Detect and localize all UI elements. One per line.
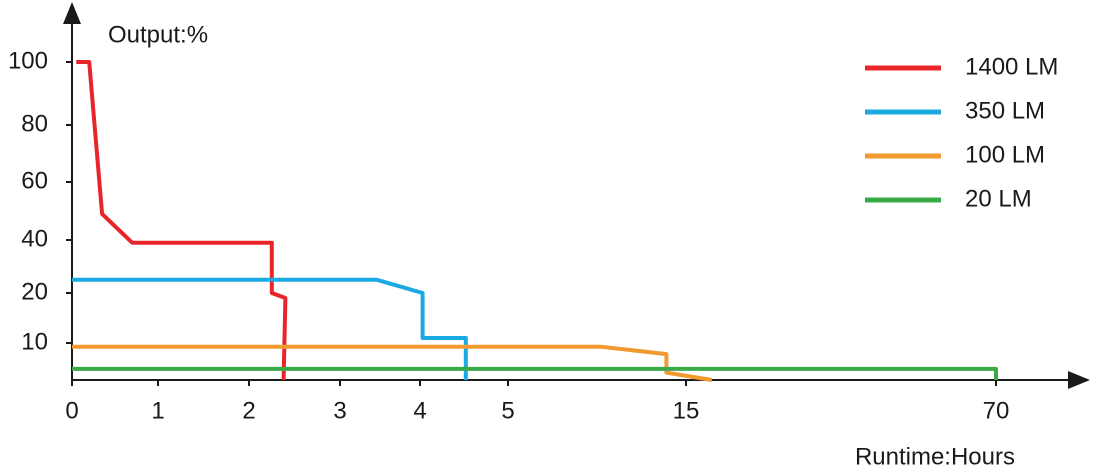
x-axis-label: Runtime:Hours [855, 443, 1015, 470]
y-tick-label: 20 [21, 278, 48, 305]
legend-label: 350 LM [965, 97, 1045, 124]
y-tick-label: 60 [21, 167, 48, 194]
legend-label: 1400 LM [965, 53, 1058, 80]
x-tick-label: 3 [333, 397, 346, 424]
y-tick-label: 80 [21, 110, 48, 137]
x-axis-arrow [1068, 371, 1090, 389]
x-tick-label: 2 [242, 397, 255, 424]
y-axis-label: Output:% [108, 21, 208, 48]
series-line [72, 344, 713, 382]
legend-label: 20 LM [965, 185, 1032, 212]
x-tick-label: 1 [151, 397, 164, 424]
series-line [72, 366, 998, 380]
x-tick-label: 15 [673, 397, 700, 424]
x-tick-label: 5 [501, 397, 514, 424]
series-line [72, 277, 468, 380]
legend-label: 100 LM [965, 141, 1045, 168]
y-tick-label: 40 [21, 225, 48, 252]
y-tick-label: 10 [21, 328, 48, 355]
y-axis-arrow [63, 2, 81, 24]
x-tick-label: 0 [65, 397, 78, 424]
series-line [76, 60, 288, 381]
y-tick-label: 100 [8, 47, 48, 74]
x-tick-label: 4 [413, 397, 426, 424]
x-tick-label: 70 [983, 397, 1010, 424]
